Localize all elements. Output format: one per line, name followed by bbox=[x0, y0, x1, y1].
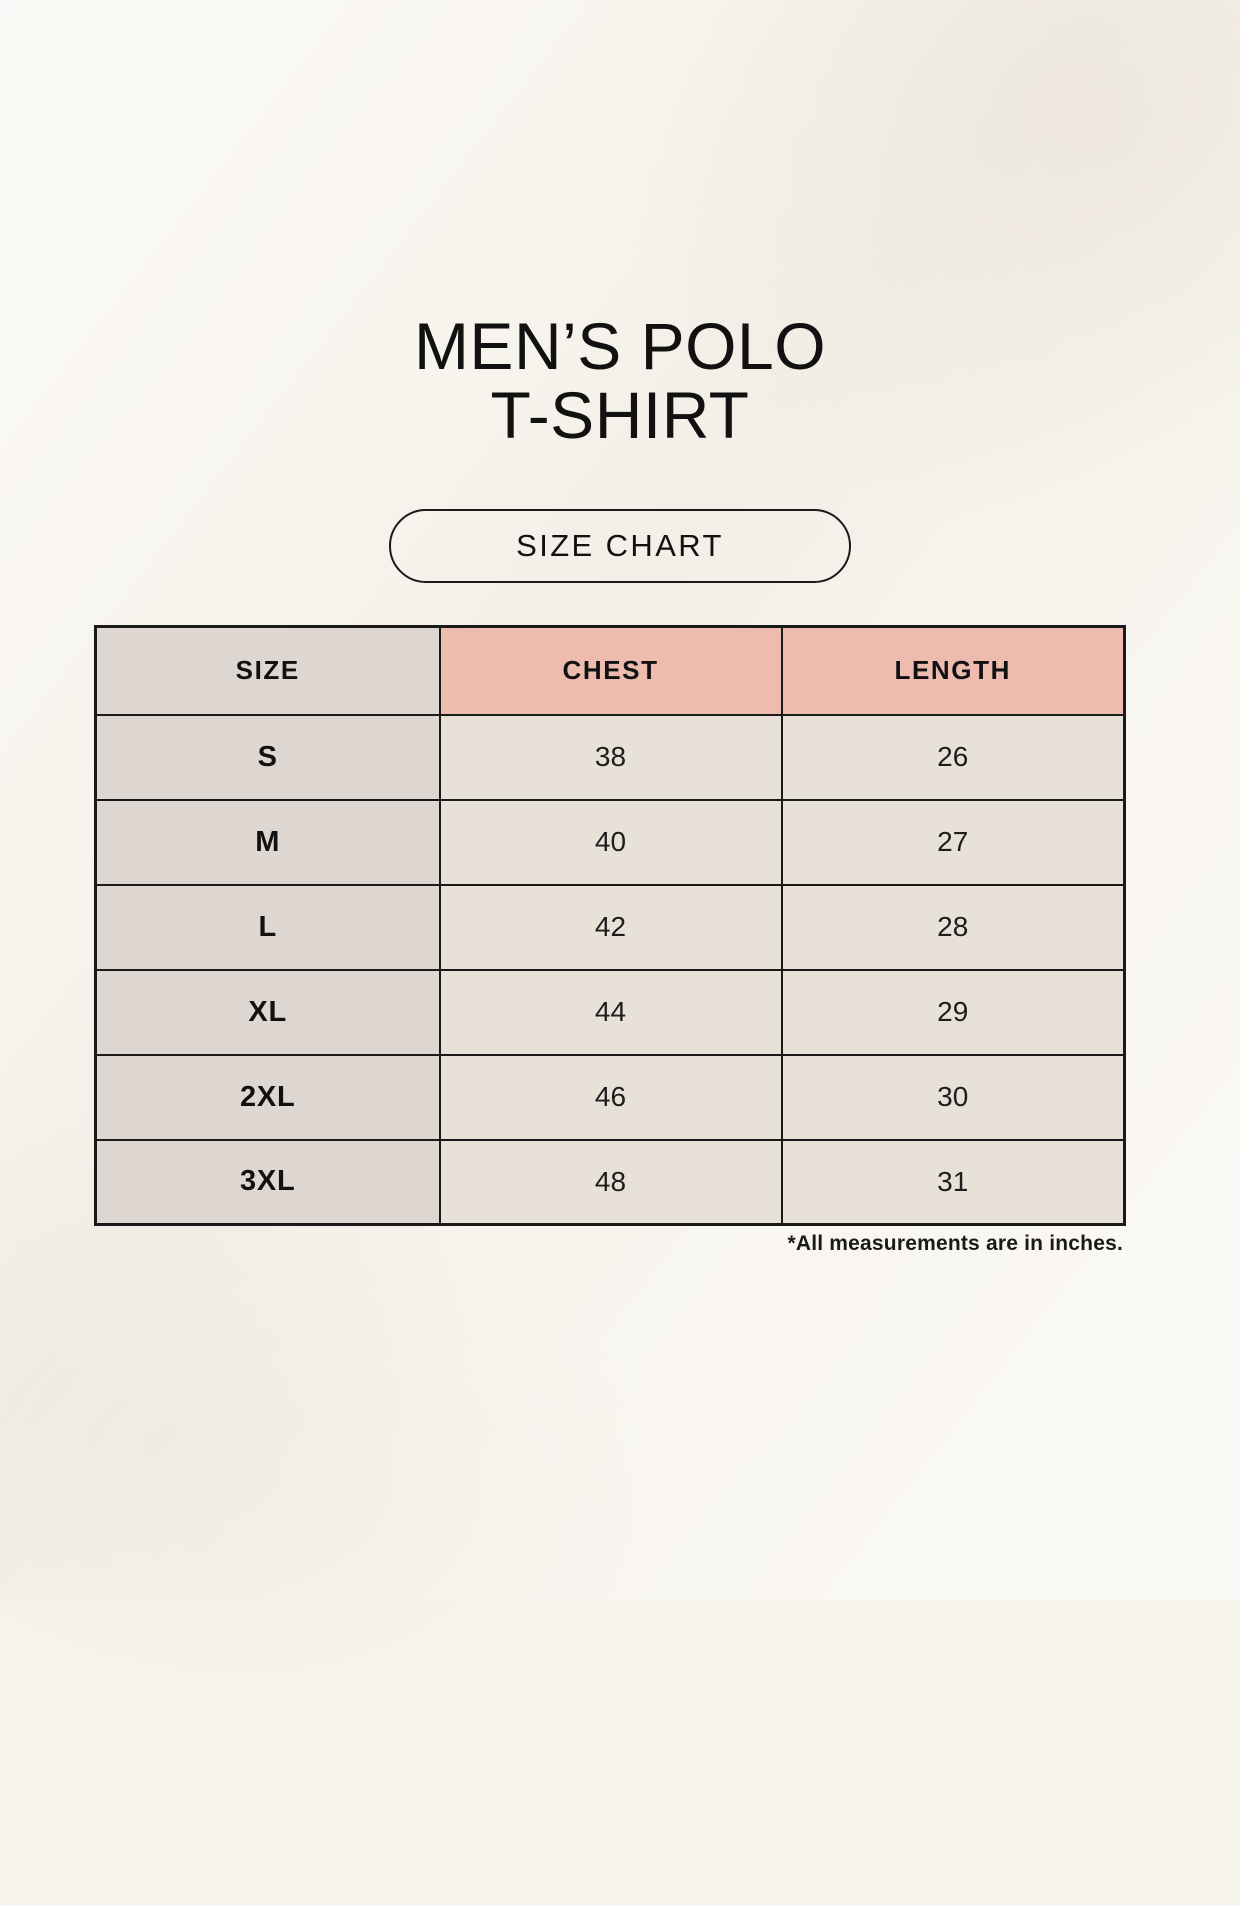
cell-size: S bbox=[94, 713, 441, 801]
table-row: 2XL 46 30 bbox=[94, 1053, 1126, 1141]
cell-chest: 40 bbox=[438, 798, 783, 886]
cell-size: 2XL bbox=[94, 1053, 441, 1141]
table-row: S 38 26 bbox=[94, 713, 1126, 801]
page-title-line-1: MEN’S POLO bbox=[413, 309, 827, 383]
size-table-body: S 38 26 M 40 27 L 42 28 XL 44 29 bbox=[94, 713, 1126, 1226]
cell-size: XL bbox=[94, 968, 441, 1056]
cell-size: M bbox=[94, 798, 441, 886]
column-header-size: SIZE bbox=[94, 625, 441, 716]
cell-chest: 44 bbox=[438, 968, 783, 1056]
table-row: M 40 27 bbox=[94, 798, 1126, 886]
cell-size: 3XL bbox=[94, 1138, 441, 1226]
measurement-units-note: *All measurements are in inches. bbox=[787, 1232, 1123, 1255]
size-chart-badge-label: SIZE CHART bbox=[516, 528, 724, 563]
cell-length: 28 bbox=[780, 883, 1126, 971]
size-chart-badge: SIZE CHART bbox=[389, 509, 851, 583]
cell-chest: 48 bbox=[438, 1138, 783, 1226]
cell-size: L bbox=[94, 883, 441, 971]
size-chart-page: MEN’S POLO T-SHIRT SIZE CHART SIZE CHEST… bbox=[0, 312, 1240, 1255]
size-table-header: SIZE CHEST LENGTH bbox=[94, 625, 1126, 716]
size-table: SIZE CHEST LENGTH S 38 26 M 40 27 L bbox=[94, 625, 1126, 1226]
cell-length: 29 bbox=[780, 968, 1126, 1056]
table-row: XL 44 29 bbox=[94, 968, 1126, 1056]
table-row: L 42 28 bbox=[94, 883, 1126, 971]
page-title-line-2: T-SHIRT bbox=[490, 378, 750, 452]
cell-length: 27 bbox=[780, 798, 1126, 886]
cell-chest: 46 bbox=[438, 1053, 783, 1141]
cell-length: 26 bbox=[780, 713, 1126, 801]
size-chart-badge-container: SIZE CHART bbox=[0, 509, 1240, 583]
column-header-chest: CHEST bbox=[438, 625, 783, 716]
size-table-container: SIZE CHEST LENGTH S 38 26 M 40 27 L bbox=[94, 625, 1126, 1226]
cell-length: 31 bbox=[780, 1138, 1126, 1226]
cell-chest: 38 bbox=[438, 713, 783, 801]
table-row: 3XL 48 31 bbox=[94, 1138, 1126, 1226]
table-header-row: SIZE CHEST LENGTH bbox=[94, 625, 1126, 716]
column-header-length: LENGTH bbox=[780, 625, 1126, 716]
cell-chest: 42 bbox=[438, 883, 783, 971]
cell-length: 30 bbox=[780, 1053, 1126, 1141]
page-title: MEN’S POLO T-SHIRT bbox=[0, 312, 1240, 450]
